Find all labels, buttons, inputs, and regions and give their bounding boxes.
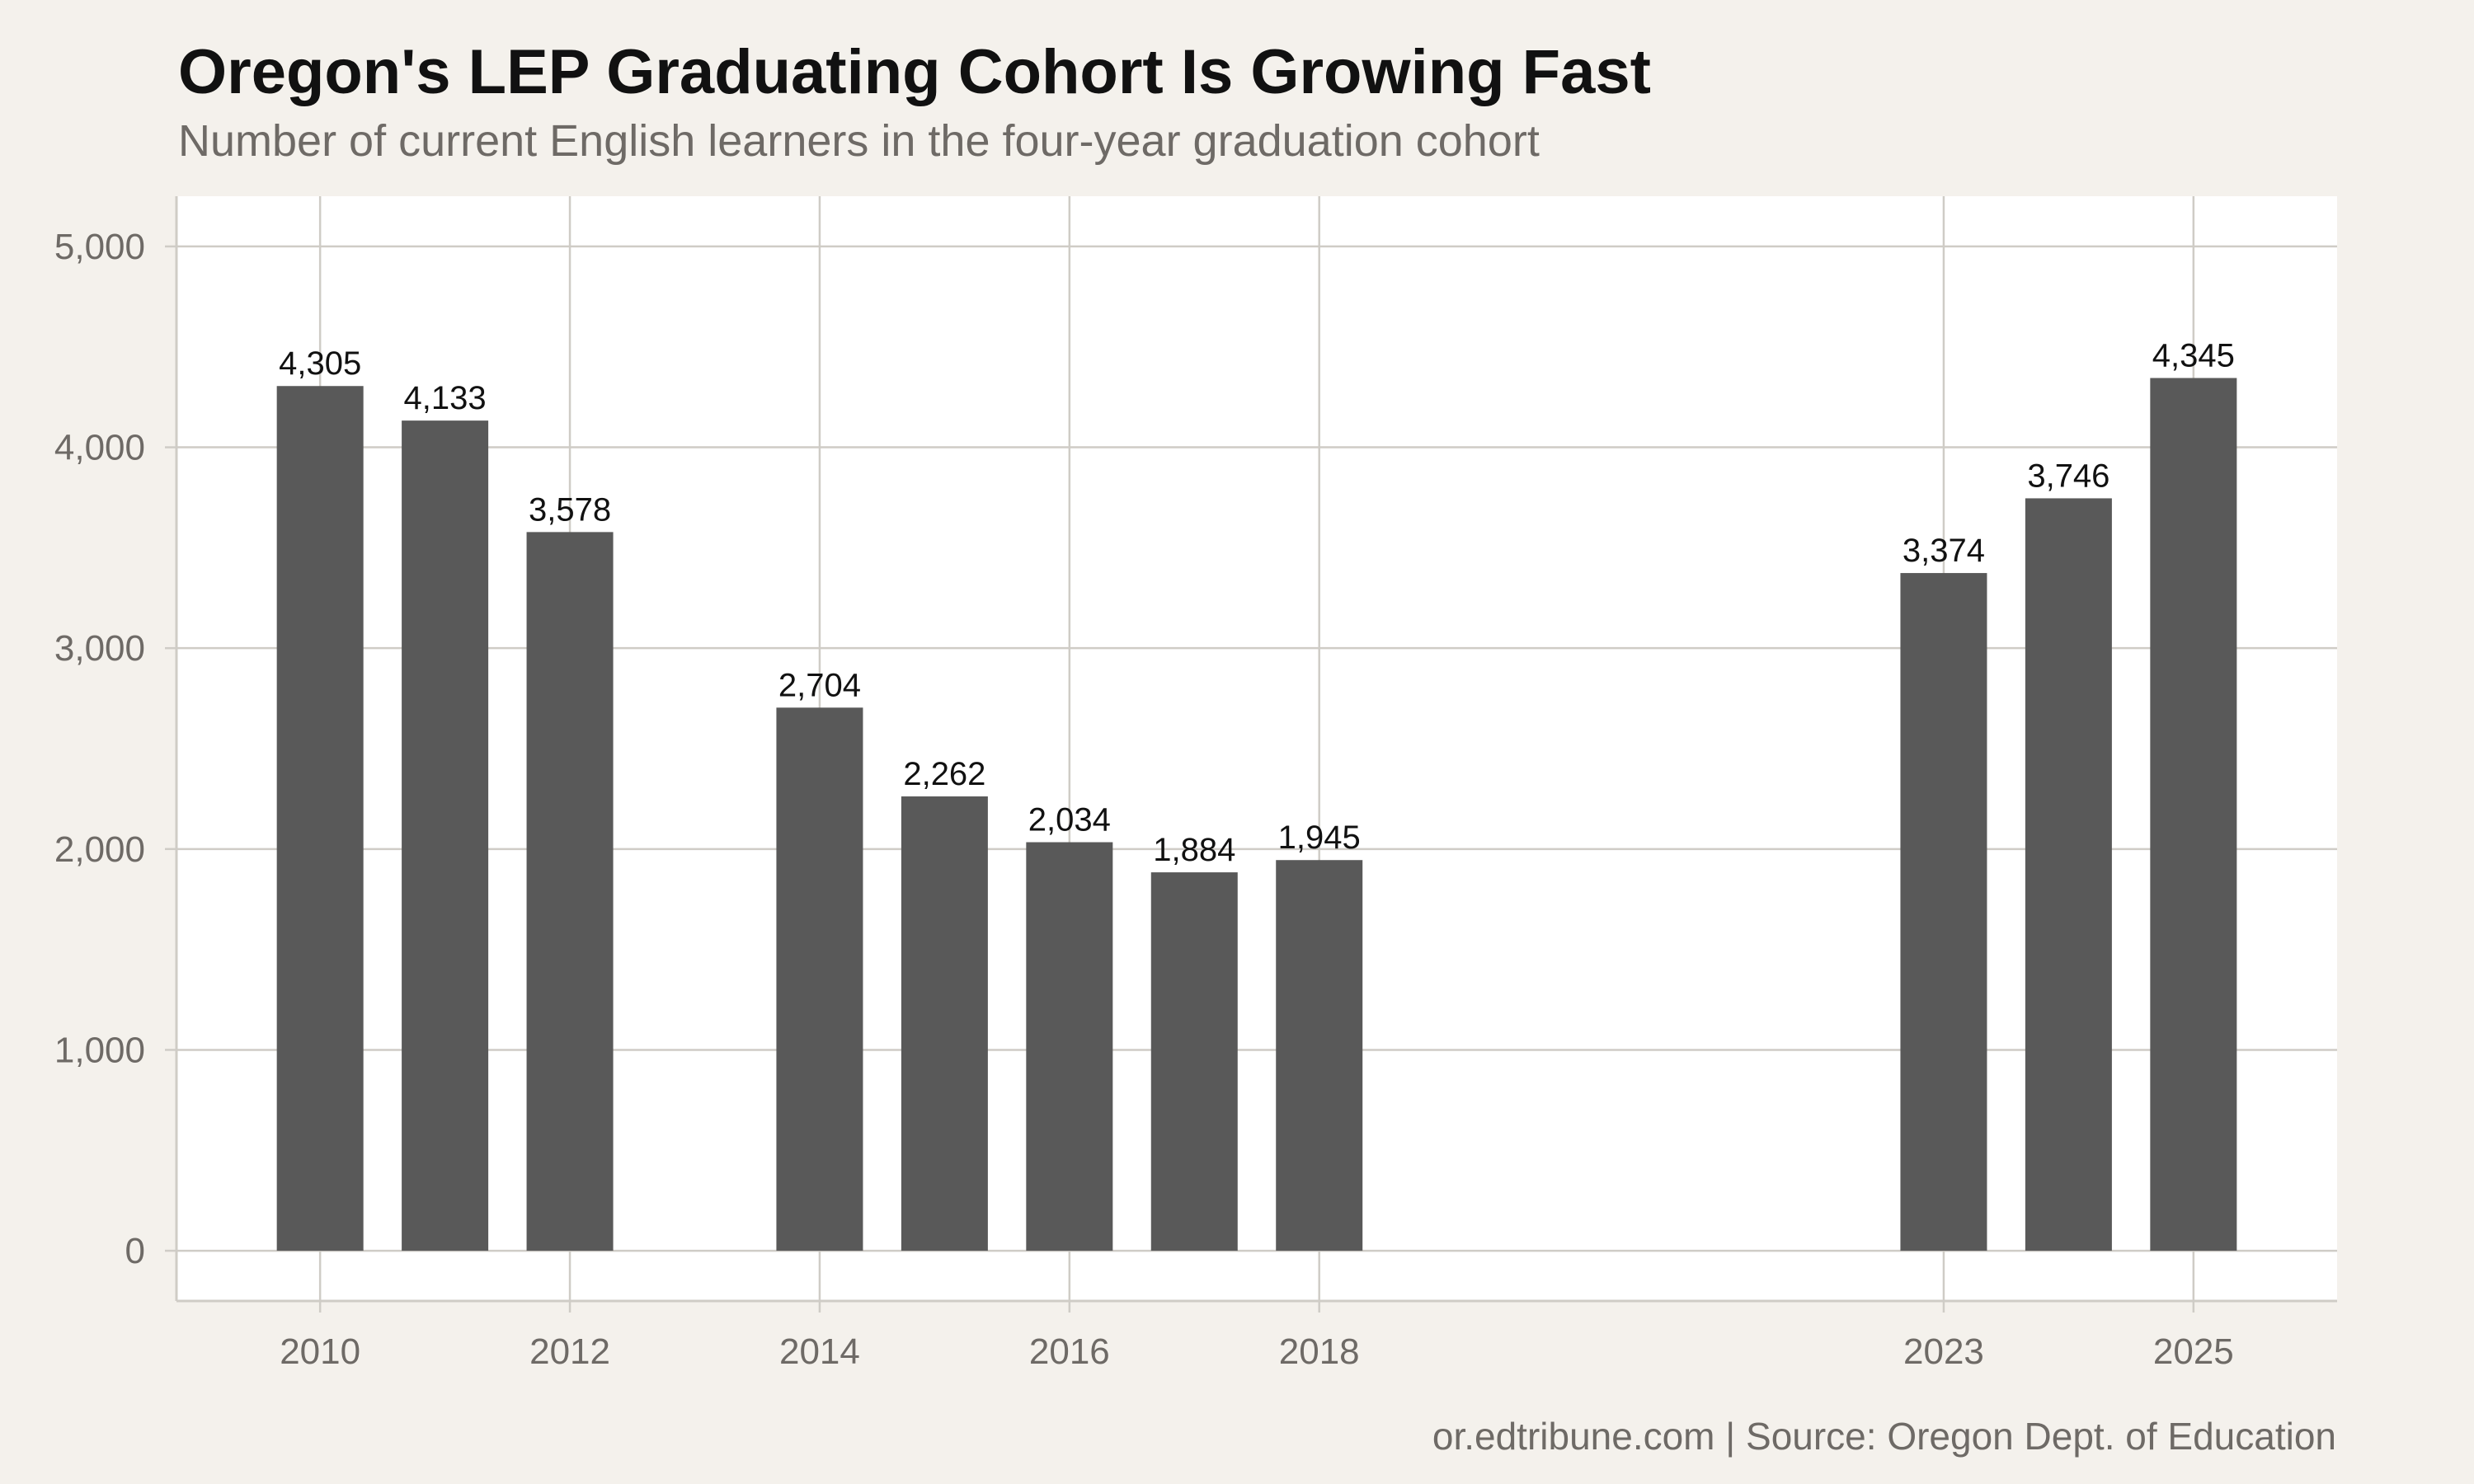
x-tick-label: 2016 xyxy=(1029,1331,1110,1372)
bar xyxy=(1150,872,1238,1252)
axes xyxy=(165,196,2337,1313)
bar xyxy=(402,420,489,1252)
bar xyxy=(1276,860,1363,1252)
tick-labels: 0 1,000 2,000 3,000 4,000 5,000 2010 2012 2014 20… xyxy=(54,227,2234,1372)
x-tick-label: 2025 xyxy=(2153,1331,2234,1372)
bar xyxy=(1026,842,1113,1252)
y-tick-label: 3,000 xyxy=(54,628,145,669)
bar-value-label: 1,884 xyxy=(1153,832,1235,868)
bar-value-label: 4,133 xyxy=(404,380,487,416)
x-tick-label: 2012 xyxy=(529,1331,610,1372)
bar xyxy=(2025,498,2112,1252)
bars xyxy=(276,378,2237,1252)
y-tick-label: 2,000 xyxy=(54,829,145,870)
x-tick-label: 2014 xyxy=(779,1331,860,1372)
y-tick-label: 4,000 xyxy=(54,428,145,468)
chart-subtitle: Number of current English learners in th… xyxy=(178,116,1540,166)
chart-title: Oregon's LEP Graduating Cohort Is Growin… xyxy=(178,37,1651,107)
bar-value-label: 2,262 xyxy=(903,756,985,792)
y-tick-label: 1,000 xyxy=(54,1030,145,1070)
plot-panel xyxy=(176,196,2337,1301)
bar xyxy=(1900,573,1987,1252)
bar-value-label: 1,945 xyxy=(1278,819,1361,856)
bar xyxy=(776,707,863,1252)
y-tick-label: 5,000 xyxy=(54,227,145,267)
bar-value-label: 4,305 xyxy=(279,345,361,382)
bar-value-label: 3,374 xyxy=(1903,533,1985,569)
bar xyxy=(901,796,988,1252)
bar xyxy=(276,386,364,1252)
chart-caption: or.edtribune.com | Source: Oregon Dept. … xyxy=(1432,1415,2336,1458)
bar-value-label: 2,704 xyxy=(778,667,861,703)
bar-value-label: 3,578 xyxy=(529,491,611,528)
bar-value-label: 3,746 xyxy=(2027,458,2109,494)
x-tick-label: 2023 xyxy=(1903,1331,1984,1372)
bar xyxy=(2150,378,2237,1252)
x-tick-label: 2018 xyxy=(1279,1331,1360,1372)
data-labels: 4,305 4,133 3,578 2,704 2,262 2,034 1,884 1,945… xyxy=(279,337,2235,868)
bar xyxy=(526,532,614,1252)
x-tick-label: 2010 xyxy=(280,1331,360,1372)
bar-value-label: 2,034 xyxy=(1028,802,1111,838)
y-tick-label: 0 xyxy=(125,1231,145,1271)
bar-value-label: 4,345 xyxy=(2152,337,2235,373)
